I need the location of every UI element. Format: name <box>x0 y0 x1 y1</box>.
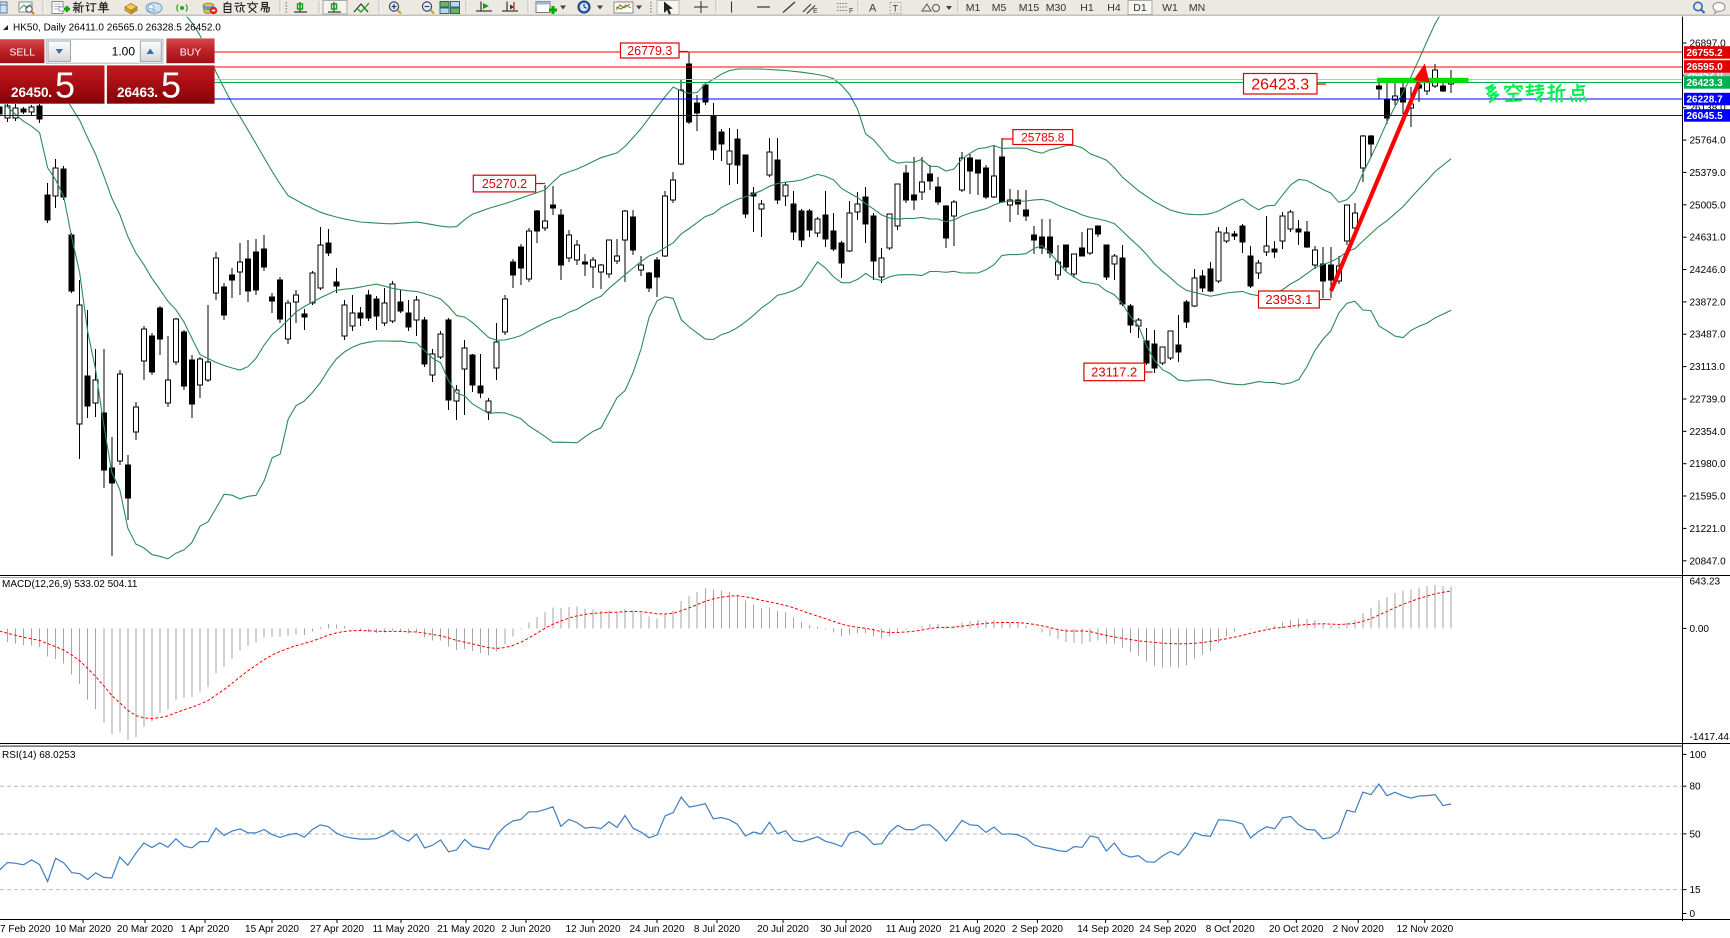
svg-text:23953.1: 23953.1 <box>1265 292 1312 307</box>
svg-text:MACD(12,26,9) 533.02 504.11: MACD(12,26,9) 533.02 504.11 <box>2 579 138 590</box>
svg-text:M1: M1 <box>966 2 981 14</box>
svg-text:22354.0: 22354.0 <box>1690 427 1727 438</box>
svg-text:643.23: 643.23 <box>1690 577 1721 588</box>
svg-text:26138.0: 26138.0 <box>1690 103 1727 114</box>
svg-text:15: 15 <box>1690 885 1702 896</box>
svg-text:H4: H4 <box>1107 2 1121 14</box>
svg-text:0: 0 <box>1690 909 1696 920</box>
svg-text:23113.0: 23113.0 <box>1690 362 1726 373</box>
svg-text:25005.0: 25005.0 <box>1690 200 1727 211</box>
svg-text:24246.0: 24246.0 <box>1690 265 1727 276</box>
svg-text:24 Jun 2020: 24 Jun 2020 <box>629 924 684 935</box>
svg-text:21 May 2020: 21 May 2020 <box>437 924 495 935</box>
svg-text:SELL: SELL <box>9 46 35 58</box>
svg-text:M5: M5 <box>992 2 1007 14</box>
svg-text:25785.8: 25785.8 <box>1021 130 1065 144</box>
svg-text:20847.0: 20847.0 <box>1690 556 1727 567</box>
svg-text:7 Feb 2020: 7 Feb 2020 <box>0 924 51 935</box>
svg-text:27 Apr 2020: 27 Apr 2020 <box>310 924 364 935</box>
svg-text:5: 5 <box>55 65 75 106</box>
svg-text:100: 100 <box>1690 750 1707 761</box>
svg-text:-1417.44: -1417.44 <box>1690 732 1730 743</box>
svg-text:E: E <box>813 8 818 15</box>
svg-text:2 Sep 2020: 2 Sep 2020 <box>1012 924 1064 935</box>
svg-text:8 Jul 2020: 8 Jul 2020 <box>694 924 741 935</box>
svg-text:1 Apr 2020: 1 Apr 2020 <box>181 924 230 935</box>
svg-text:26595.0: 26595.0 <box>1687 62 1724 73</box>
svg-text:22739.0: 22739.0 <box>1690 395 1727 406</box>
svg-text:F: F <box>849 8 853 15</box>
svg-text:24 Sep 2020: 24 Sep 2020 <box>1140 924 1197 935</box>
svg-text:HK50, Daily 26411.0 26565.0 2: HK50, Daily 26411.0 26565.0 26328.5 2645… <box>13 23 221 34</box>
svg-text:RSI(14) 68.0253: RSI(14) 68.0253 <box>2 750 76 761</box>
svg-text:BUY: BUY <box>180 46 202 58</box>
svg-text:W1: W1 <box>1162 2 1178 14</box>
svg-text:20 Oct 2020: 20 Oct 2020 <box>1269 924 1324 935</box>
svg-text:D1: D1 <box>1133 2 1147 14</box>
svg-text:26228.7: 26228.7 <box>1687 95 1724 106</box>
svg-text:24631.0: 24631.0 <box>1690 233 1727 244</box>
svg-text:14 Sep 2020: 14 Sep 2020 <box>1077 924 1134 935</box>
svg-text:MN: MN <box>1189 2 1205 14</box>
svg-text:23872.0: 23872.0 <box>1690 297 1727 308</box>
svg-text:26450: 26450 <box>11 85 49 100</box>
svg-text:12 Jun 2020: 12 Jun 2020 <box>565 924 620 935</box>
svg-text:21980.0: 21980.0 <box>1690 459 1727 470</box>
svg-text:8 Oct 2020: 8 Oct 2020 <box>1206 924 1255 935</box>
svg-text:H1: H1 <box>1080 2 1094 14</box>
svg-text:2 Nov 2020: 2 Nov 2020 <box>1333 924 1385 935</box>
svg-text:T: T <box>893 4 899 14</box>
svg-text:23487.0: 23487.0 <box>1690 330 1727 341</box>
svg-text:A: A <box>869 3 877 15</box>
svg-text:12 Nov 2020: 12 Nov 2020 <box>1396 924 1453 935</box>
svg-text:10 Mar 2020: 10 Mar 2020 <box>55 924 112 935</box>
svg-text:M15: M15 <box>1019 2 1040 14</box>
svg-text:21 Aug 2020: 21 Aug 2020 <box>949 924 1006 935</box>
svg-text:20 Jul 2020: 20 Jul 2020 <box>757 924 809 935</box>
svg-text:26045.5: 26045.5 <box>1687 111 1724 122</box>
svg-text:26423.3: 26423.3 <box>1687 78 1724 89</box>
svg-text:1.00: 1.00 <box>112 45 136 59</box>
svg-text:26897.0: 26897.0 <box>1690 39 1727 50</box>
svg-text:26779.3: 26779.3 <box>627 44 672 58</box>
svg-text:15 Apr 2020: 15 Apr 2020 <box>245 924 299 935</box>
svg-text:11 May 2020: 11 May 2020 <box>372 924 430 935</box>
svg-text:30 Jul 2020: 30 Jul 2020 <box>820 924 872 935</box>
svg-text:M30: M30 <box>1046 2 1067 14</box>
svg-text:2 Jun 2020: 2 Jun 2020 <box>501 924 551 935</box>
svg-text:23117.2: 23117.2 <box>1091 365 1137 380</box>
svg-text:11 Aug 2020: 11 Aug 2020 <box>886 924 942 935</box>
svg-text:25270.2: 25270.2 <box>482 177 527 191</box>
svg-text:5: 5 <box>161 65 181 106</box>
svg-text:21221.0: 21221.0 <box>1690 524 1727 535</box>
svg-text:0.00: 0.00 <box>1690 624 1710 635</box>
svg-text:26463: 26463 <box>117 85 155 100</box>
svg-text:.: . <box>48 84 52 101</box>
svg-text:25764.0: 25764.0 <box>1690 136 1727 147</box>
svg-text:50: 50 <box>1690 829 1702 840</box>
svg-text:80: 80 <box>1690 782 1702 793</box>
svg-text:21595.0: 21595.0 <box>1690 492 1727 503</box>
svg-text:20 Mar 2020: 20 Mar 2020 <box>117 924 174 935</box>
svg-text:.: . <box>154 84 158 101</box>
svg-text:25379.0: 25379.0 <box>1690 168 1727 179</box>
svg-text:26423.3: 26423.3 <box>1251 77 1309 94</box>
svg-text:26452.0: 26452.0 <box>1687 70 1724 81</box>
svg-text:26755.2: 26755.2 <box>1687 48 1724 59</box>
